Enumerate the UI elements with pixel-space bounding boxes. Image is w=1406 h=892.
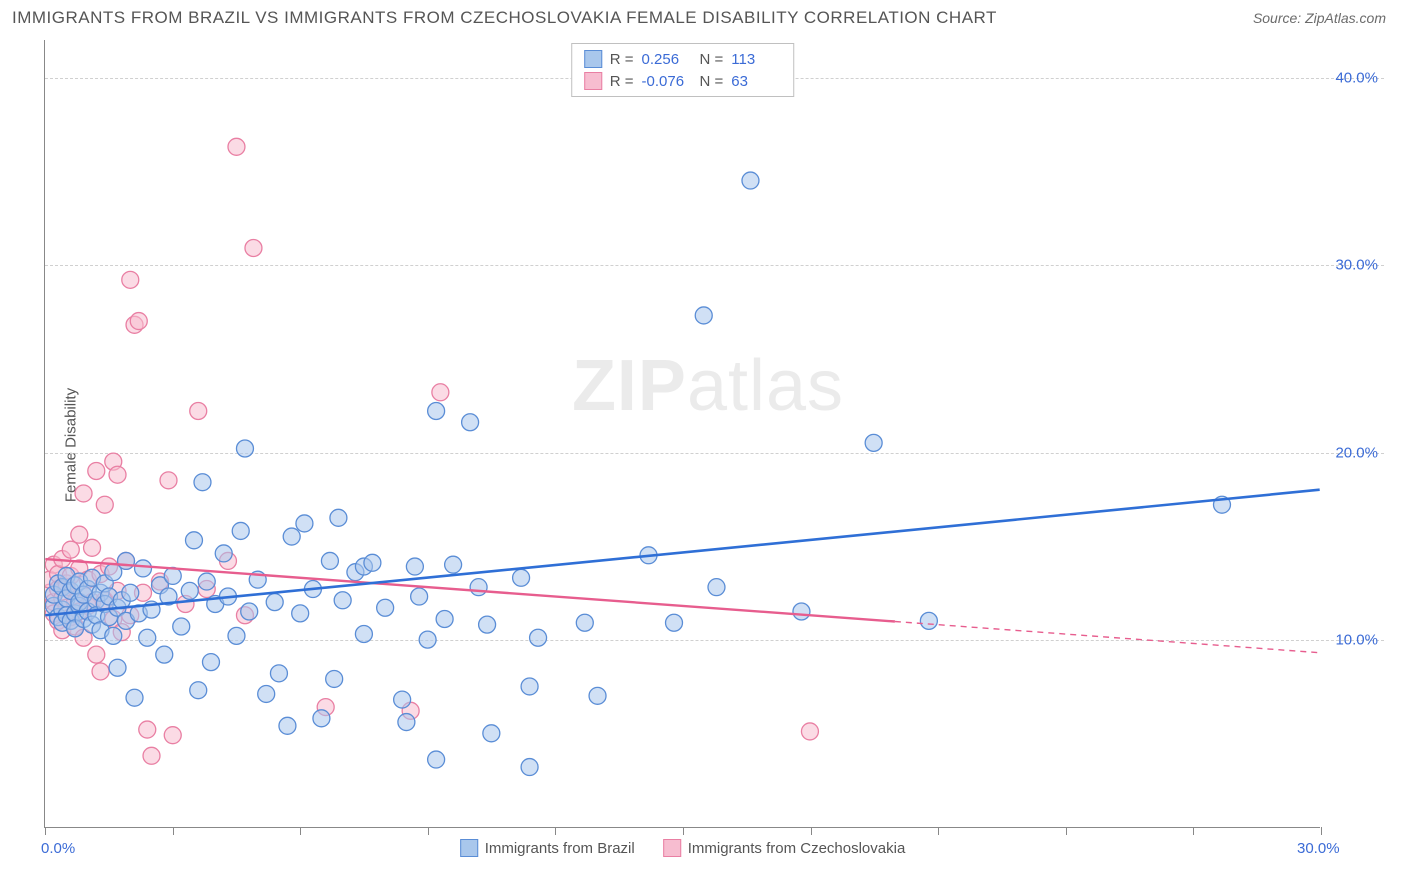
y-tick-label: 10.0% — [1335, 632, 1378, 649]
legend-label: Immigrants from Czechoslovakia — [688, 840, 906, 857]
n-label: N = — [700, 73, 724, 90]
x-tick-label: 0.0% — [41, 840, 75, 857]
y-tick-label: 40.0% — [1335, 69, 1378, 86]
swatch-pink-icon — [663, 839, 681, 857]
y-tick-label: 20.0% — [1335, 444, 1378, 461]
r-value: -0.076 — [642, 73, 692, 90]
legend-item-brazil: Immigrants from Brazil — [460, 839, 635, 857]
chart-title: IMMIGRANTS FROM BRAZIL VS IMMIGRANTS FRO… — [12, 8, 997, 28]
n-value: 63 — [731, 73, 781, 90]
legend-item-czechoslovakia: Immigrants from Czechoslovakia — [663, 839, 906, 857]
r-label: R = — [610, 73, 634, 90]
x-tick-label: 30.0% — [1297, 840, 1340, 857]
chart-container: Female Disability ZIPatlas R = 0.256 N =… — [44, 40, 1394, 850]
swatch-blue-icon — [460, 839, 478, 857]
scatter-svg — [45, 40, 1320, 827]
legend-row-pink: R = -0.076 N = 63 — [584, 70, 782, 92]
r-label: R = — [610, 51, 634, 68]
series-legend: Immigrants from Brazil Immigrants from C… — [460, 839, 906, 857]
chart-header: IMMIGRANTS FROM BRAZIL VS IMMIGRANTS FRO… — [0, 0, 1406, 32]
swatch-blue-icon — [584, 50, 602, 68]
n-label: N = — [700, 51, 724, 68]
swatch-pink-icon — [584, 72, 602, 90]
n-value: 113 — [731, 51, 781, 68]
legend-row-blue: R = 0.256 N = 113 — [584, 48, 782, 70]
source-attribution: Source: ZipAtlas.com — [1253, 10, 1386, 26]
plot-area: ZIPatlas R = 0.256 N = 113 R = -0.076 N … — [44, 40, 1320, 828]
y-tick-label: 30.0% — [1335, 257, 1378, 274]
correlation-legend: R = 0.256 N = 113 R = -0.076 N = 63 — [571, 43, 795, 97]
legend-label: Immigrants from Brazil — [485, 840, 635, 857]
r-value: 0.256 — [642, 51, 692, 68]
